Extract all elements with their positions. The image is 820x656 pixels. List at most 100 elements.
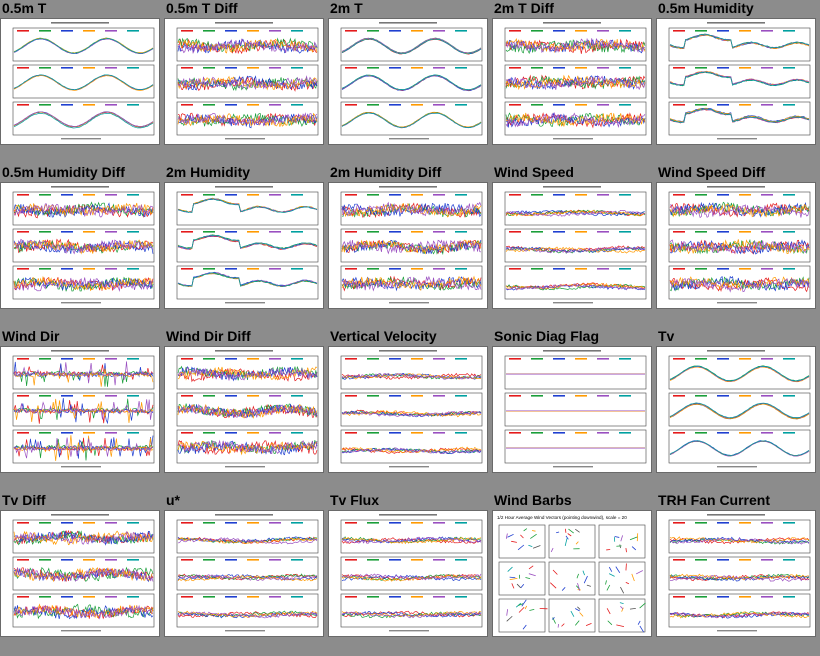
tv-flux-footer-mark: [389, 630, 429, 632]
plot-thumbnail-tv-diff[interactable]: [0, 510, 160, 637]
plot-title[interactable]: Tv: [658, 328, 675, 344]
wind-speed-diff-footer-mark: [717, 302, 757, 304]
plot-cell-0-5m-humidity[interactable]: 0.5m Humidity: [656, 0, 816, 160]
plot-thumbnail-vertical-velocity[interactable]: [328, 346, 488, 473]
plot-title[interactable]: TRH Fan Current: [658, 492, 770, 508]
plot-title[interactable]: Wind Dir Diff: [166, 328, 251, 344]
plot-cell-2m-t-diff[interactable]: 2m T Diff: [492, 0, 652, 160]
2m-humidity-diff-panel-1-series-4: [341, 203, 482, 218]
plot-thumbnail-tv[interactable]: [656, 346, 816, 473]
plot-thumbnail-wind-dir[interactable]: [0, 346, 160, 473]
plot-thumbnail-trh-fan-current[interactable]: [656, 510, 816, 637]
wind-speed-panel-2-legend-2: [531, 231, 543, 233]
tv-panel-3-legend-2: [695, 432, 707, 434]
trh-fan-current-panel-3-legend-6: [783, 596, 795, 598]
2m-humidity-panel-1-legend-3: [225, 194, 237, 196]
plot-title[interactable]: Wind Speed Diff: [658, 164, 766, 180]
plot-cell-0-5m-t[interactable]: 0.5m T: [0, 0, 160, 160]
plot-title[interactable]: u*: [166, 492, 180, 508]
plot-thumbnail-0-5m-t[interactable]: [0, 18, 160, 145]
plot-cell-2m-t[interactable]: 2m T: [328, 0, 488, 160]
plot-title[interactable]: Vertical Velocity: [330, 328, 437, 344]
plot-cell-tv[interactable]: Tv: [656, 328, 816, 488]
plot-cell-wind-dir-diff[interactable]: Wind Dir Diff: [164, 328, 324, 488]
0-5m-t-panel-2-legend-4: [83, 67, 95, 69]
wind-dir-panel-2-legend-3: [61, 395, 73, 397]
plot-title[interactable]: 2m Humidity: [166, 164, 251, 180]
tv-diff-panel-1-series-3: [13, 530, 154, 546]
plot-cell-sonic-diag-flag[interactable]: Sonic Diag Flag: [492, 328, 652, 488]
plot-title[interactable]: 0.5m Humidity: [658, 0, 754, 16]
plot-title[interactable]: Tv Diff: [2, 492, 46, 508]
plot-thumbnail-2m-t-diff[interactable]: [492, 18, 652, 145]
ustar-panel-1-legend-1: [181, 522, 193, 524]
plot-title[interactable]: 0.5m T Diff: [166, 0, 238, 16]
vertical-velocity-panel-3-legend-3: [389, 432, 401, 434]
plot-title[interactable]: 0.5m Humidity Diff: [2, 164, 125, 180]
plot-thumbnail-sonic-diag-flag[interactable]: [492, 346, 652, 473]
0-5m-t-diff-panel-2-legend-1: [181, 67, 193, 69]
2m-t-panel-3-series-4: [341, 111, 482, 128]
tv-flux-panel-1-legend-5: [433, 522, 445, 524]
plot-cell-trh-fan-current[interactable]: TRH Fan Current: [656, 492, 816, 652]
0-5m-humidity-diff-panel-2-legend-6: [127, 231, 139, 233]
plot-thumbnail-wind-dir-diff[interactable]: [164, 346, 324, 473]
plot-title[interactable]: 2m Humidity Diff: [330, 164, 442, 180]
0-5m-humidity-diff-panel-3-series-3: [13, 276, 154, 291]
plot-thumbnail-wind-speed-diff[interactable]: [656, 182, 816, 309]
plot-cell-tv-flux[interactable]: Tv Flux: [328, 492, 488, 652]
wind-speed-diff-panel-1-series-2: [669, 201, 810, 217]
plot-title[interactable]: 2m T Diff: [494, 0, 554, 16]
0-5m-humidity-chart: [668, 22, 811, 140]
plot-cell-vertical-velocity[interactable]: Vertical Velocity: [328, 328, 488, 488]
plot-title[interactable]: Wind Speed: [494, 164, 574, 180]
wind-speed-diff-panel-3-legend-6: [783, 268, 795, 270]
trh-fan-current-panel-3-series-4: [669, 611, 810, 619]
tv-flux-panel-1-legend-4: [411, 522, 423, 524]
wind-speed-panel-2-legend-4: [575, 231, 587, 233]
0-5m-t-footer-mark: [61, 138, 101, 140]
plot-title[interactable]: Sonic Diag Flag: [494, 328, 600, 344]
plot-cell-wind-speed[interactable]: Wind Speed: [492, 164, 652, 324]
plot-thumbnail-2m-t[interactable]: [328, 18, 488, 145]
plot-title[interactable]: 2m T: [330, 0, 363, 16]
0-5m-t-diff-panel-3-legend-2: [203, 104, 215, 106]
tv-diff-panel-3-legend-2: [39, 596, 51, 598]
plot-cell-wind-dir[interactable]: Wind Dir: [0, 328, 160, 488]
wind-barbs-panel-4-vector-8: [511, 583, 515, 589]
plot-cell-0-5m-t-diff[interactable]: 0.5m T Diff: [164, 0, 324, 160]
plot-thumbnail-wind-barbs[interactable]: 1/2 Hour Average Wind Vectors (pointing …: [492, 510, 652, 637]
plot-thumbnail-0-5m-humidity[interactable]: [656, 18, 816, 145]
2m-t-diff-panel-2-legend-2: [531, 67, 543, 69]
plot-cell-2m-humidity[interactable]: 2m Humidity: [164, 164, 324, 324]
plot-title[interactable]: Wind Barbs: [494, 492, 572, 508]
wind-dir-panel-3-legend-2: [39, 432, 51, 434]
plot-thumbnail-0-5m-t-diff[interactable]: [164, 18, 324, 145]
vertical-velocity-panel-1-legend-4: [411, 358, 423, 360]
plot-cell-ustar[interactable]: u*: [164, 492, 324, 652]
vertical-velocity-panel-1-series-1: [341, 372, 482, 380]
plot-thumbnail-wind-speed[interactable]: [492, 182, 652, 309]
plot-thumbnail-tv-flux[interactable]: [328, 510, 488, 637]
plot-title[interactable]: Wind Dir: [2, 328, 60, 344]
plot-cell-0-5m-humidity-diff[interactable]: 0.5m Humidity Diff: [0, 164, 160, 324]
plot-title[interactable]: Tv Flux: [330, 492, 380, 508]
plot-thumbnail-ustar[interactable]: [164, 510, 324, 637]
plot-cell-wind-speed-diff[interactable]: Wind Speed Diff: [656, 164, 816, 324]
plot-thumbnail-0-5m-humidity-diff[interactable]: [0, 182, 160, 309]
plot-cell-tv-diff[interactable]: Tv Diff: [0, 492, 160, 652]
plot-cell-wind-barbs[interactable]: Wind Barbs 1/2 Hour Average Wind Vectors …: [492, 492, 652, 652]
plot-cell-2m-humidity-diff[interactable]: 2m Humidity Diff: [328, 164, 488, 324]
wind-barbs-panel-1-vector-9: [530, 533, 537, 539]
wind-speed-diff-panel-1-series-3: [669, 201, 810, 218]
0-5m-humidity-diff-panel-2-series-4: [13, 239, 154, 255]
ustar-panel-1-legend-6: [291, 522, 303, 524]
tv-diff-header-mark: [51, 514, 109, 516]
wind-barbs-panel-2-vector-10: [556, 531, 560, 534]
plot-title[interactable]: 0.5m T: [2, 0, 47, 16]
tv-flux-panel-3-legend-4: [411, 596, 423, 598]
plot-thumbnail-2m-humidity-diff[interactable]: [328, 182, 488, 309]
plot-thumbnail-2m-humidity[interactable]: [164, 182, 324, 309]
wind-dir-panel-2-legend-2: [39, 395, 51, 397]
